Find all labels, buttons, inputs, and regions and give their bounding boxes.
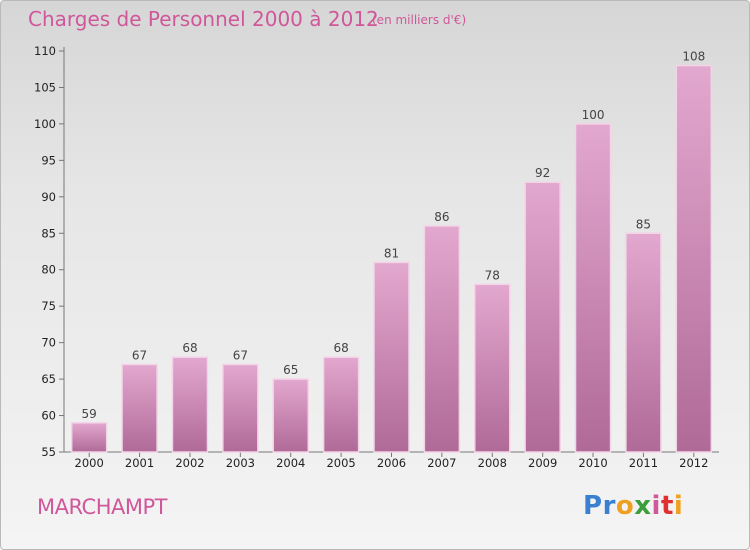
bars [70, 64, 713, 453]
y-tick-label: 70 [41, 336, 56, 350]
value-label-2009: 92 [535, 166, 550, 180]
x-tick-label-2008: 2008 [478, 456, 507, 470]
logo-letter: t [660, 491, 674, 521]
logo-letter: r [602, 491, 616, 521]
x-tick-label-2007: 2007 [427, 456, 456, 470]
bar-2001 [121, 363, 158, 453]
chart-title: Charges de Personnel 2000 à 2012 [28, 7, 379, 31]
y-tick-label: 105 [34, 80, 56, 94]
bar-2011 [625, 232, 662, 453]
value-label-2000: 59 [82, 407, 97, 421]
value-label-2006: 81 [384, 246, 399, 260]
x-tick-label-2002: 2002 [175, 456, 204, 470]
chart-subtitle: (en milliers d'€) [372, 13, 467, 27]
logo-letter: x [634, 491, 652, 521]
y-tick-label: 90 [41, 190, 56, 204]
bar-2004 [272, 378, 309, 453]
x-tick-label-2012: 2012 [679, 456, 708, 470]
value-label-2008: 78 [485, 268, 500, 282]
logo-letter: o [615, 491, 635, 521]
bar-2002 [171, 356, 209, 453]
x-tick-label-2003: 2003 [226, 456, 255, 470]
value-label-2004: 65 [283, 363, 298, 377]
bar-2003 [222, 363, 259, 453]
y-tick-label: 95 [41, 153, 56, 167]
logo-letter: P [583, 491, 603, 521]
logo-letter: i [673, 491, 684, 521]
proxiti-logo[interactable]: Proxiti [583, 491, 683, 521]
y-tick-label: 60 [41, 409, 56, 423]
bar-2000 [70, 422, 108, 453]
y-tick-label: 110 [34, 44, 56, 58]
value-label-2012: 108 [682, 50, 705, 64]
x-tick-label-2005: 2005 [326, 456, 355, 470]
value-label-2002: 68 [182, 341, 197, 355]
value-label-2011: 85 [636, 217, 651, 231]
bar-2005 [322, 356, 360, 453]
axes: 55 60 65 70 75 80 85 90 95 100 105 110 [34, 44, 719, 459]
x-tick-label-2004: 2004 [276, 456, 305, 470]
y-tick-label: 65 [41, 372, 56, 386]
x-tick-label-2011: 2011 [629, 456, 658, 470]
y-tick-label: 80 [41, 263, 56, 277]
x-tick-label-2009: 2009 [528, 456, 557, 470]
labels: 59 2000 67 2001 68 2002 67 2003 65 2004 68 2005 81 20… [75, 50, 709, 470]
bar-2009 [524, 181, 561, 453]
x-tick-label-2001: 2001 [125, 456, 154, 470]
value-label-2003: 67 [233, 349, 248, 363]
bar-2006 [373, 261, 410, 453]
value-label-2001: 67 [132, 349, 147, 363]
value-label-2005: 68 [333, 341, 348, 355]
y-tick-label: 55 [41, 445, 56, 459]
bar-2007 [423, 225, 461, 453]
y-tick-label: 85 [41, 226, 56, 240]
commune-name: MARCHAMPT [37, 495, 167, 519]
bar-2012 [675, 64, 713, 453]
logo-letter: i [651, 491, 661, 521]
x-tick-label-2010: 2010 [578, 456, 607, 470]
y-tick-label: 100 [34, 117, 56, 131]
y-tick-label: 75 [41, 299, 56, 313]
bar-2008 [474, 283, 511, 453]
value-label-2010: 100 [582, 108, 605, 122]
value-label-2007: 86 [434, 210, 449, 224]
x-tick-label-2006: 2006 [377, 456, 406, 470]
x-tick-label-2000: 2000 [75, 456, 104, 470]
bar-2010 [574, 123, 612, 453]
